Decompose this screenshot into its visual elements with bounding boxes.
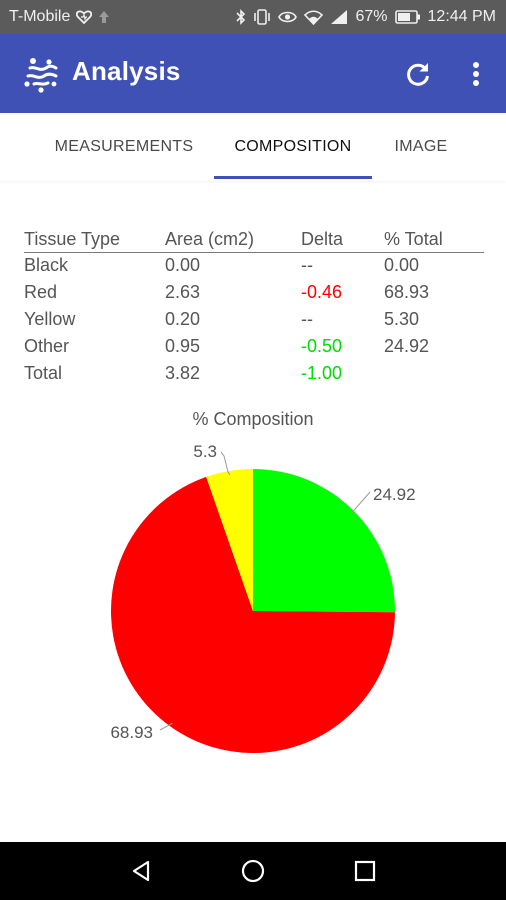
signal-icon — [330, 9, 348, 25]
cell-delta: -0.50 — [301, 336, 343, 356]
cell-type: Total — [24, 363, 63, 383]
composition-pie-chart: 24.92 68.93 5.3 — [110, 442, 416, 753]
tab-label: IMAGE — [394, 138, 448, 155]
pie-slice-label: 24.92 — [373, 485, 416, 504]
back-button[interactable] — [121, 851, 161, 891]
tab-bar: MEASUREMENTS COMPOSITION IMAGE — [0, 113, 506, 181]
table-row: Black 0.00 -- 0.00 — [24, 253, 484, 280]
cell-total: 24.92 — [384, 336, 430, 356]
refresh-icon — [407, 63, 429, 86]
pie-slice — [253, 469, 395, 613]
cell-delta: -- — [301, 255, 313, 275]
header-delta: Delta — [301, 229, 344, 249]
cell-type: Yellow — [24, 309, 76, 329]
more-vert-icon — [473, 62, 479, 86]
pie-leader-line — [159, 722, 173, 731]
heart-icon — [76, 10, 93, 24]
upload-arrow-icon — [98, 9, 110, 25]
bluetooth-icon — [236, 8, 246, 26]
cell-delta: -0.46 — [301, 282, 343, 302]
pie-leader-line — [350, 491, 371, 515]
table-header: Tissue Type Area (cm2) Delta % Total — [24, 227, 484, 253]
pie-leader-line — [220, 451, 231, 476]
cell-delta: -1.00 — [301, 363, 343, 383]
pie-slice-label: 5.3 — [193, 442, 217, 461]
battery-label: 67% — [355, 8, 388, 25]
active-tab-indicator — [214, 176, 372, 179]
composition-table: Tissue Type Area (cm2) Delta % Total Bla… — [24, 227, 484, 388]
header-percent-total: % Total — [384, 229, 443, 249]
cell-area: 3.82 — [165, 363, 201, 383]
more-options-button[interactable] — [458, 54, 494, 94]
cell-type: Black — [24, 255, 69, 275]
recents-button[interactable] — [345, 851, 385, 891]
system-nav-bar — [0, 842, 506, 900]
home-icon — [241, 859, 265, 883]
app-bar: Analysis — [0, 34, 506, 113]
table-row: Red 2.63 -0.46 68.93 — [24, 280, 484, 307]
analysis-logo-icon — [22, 54, 62, 94]
cell-total: 0.00 — [384, 255, 420, 275]
refresh-button[interactable] — [398, 54, 438, 94]
pie-slice — [110, 476, 395, 753]
home-button[interactable] — [233, 851, 273, 891]
table-row: Yellow 0.20 -- 5.30 — [24, 307, 484, 334]
pie-slice — [206, 469, 253, 611]
clock-label: 12:44 PM — [427, 8, 496, 25]
tab-composition[interactable]: COMPOSITION — [214, 113, 372, 181]
cell-total: 68.93 — [384, 282, 430, 302]
tab-measurements[interactable]: MEASUREMENTS — [36, 113, 212, 181]
cell-type: Red — [24, 282, 58, 302]
cell-total: 5.30 — [384, 309, 420, 329]
table-row: Total 3.82 -1.00 — [24, 361, 484, 388]
cell-area: 0.95 — [165, 336, 201, 356]
page-title: Analysis — [72, 56, 181, 86]
eye-icon — [278, 10, 298, 24]
header-tissue-type: Tissue Type — [24, 229, 121, 249]
back-icon — [132, 860, 150, 882]
cell-delta: -- — [301, 309, 313, 329]
cell-area: 0.00 — [165, 255, 201, 275]
tab-label: COMPOSITION — [234, 138, 352, 155]
tab-label: MEASUREMENTS — [54, 138, 194, 155]
cell-area: 0.20 — [165, 309, 201, 329]
carrier-label: T-Mobile — [9, 8, 71, 25]
vibrate-icon — [253, 9, 271, 25]
header-area: Area (cm2) — [165, 229, 255, 249]
cell-area: 2.63 — [165, 282, 201, 302]
cell-type: Other — [24, 336, 70, 356]
pie-slice-label: 68.93 — [110, 723, 153, 742]
chart-title: % Composition — [192, 409, 314, 429]
wifi-icon — [304, 9, 324, 25]
status-bar: T-Mobile 67% 12:44 PM — [0, 0, 506, 34]
table-row: Other 0.95 -0.50 24.92 — [24, 334, 484, 361]
recents-icon — [354, 860, 376, 882]
battery-icon — [394, 10, 421, 24]
tab-image[interactable]: IMAGE — [372, 113, 470, 181]
